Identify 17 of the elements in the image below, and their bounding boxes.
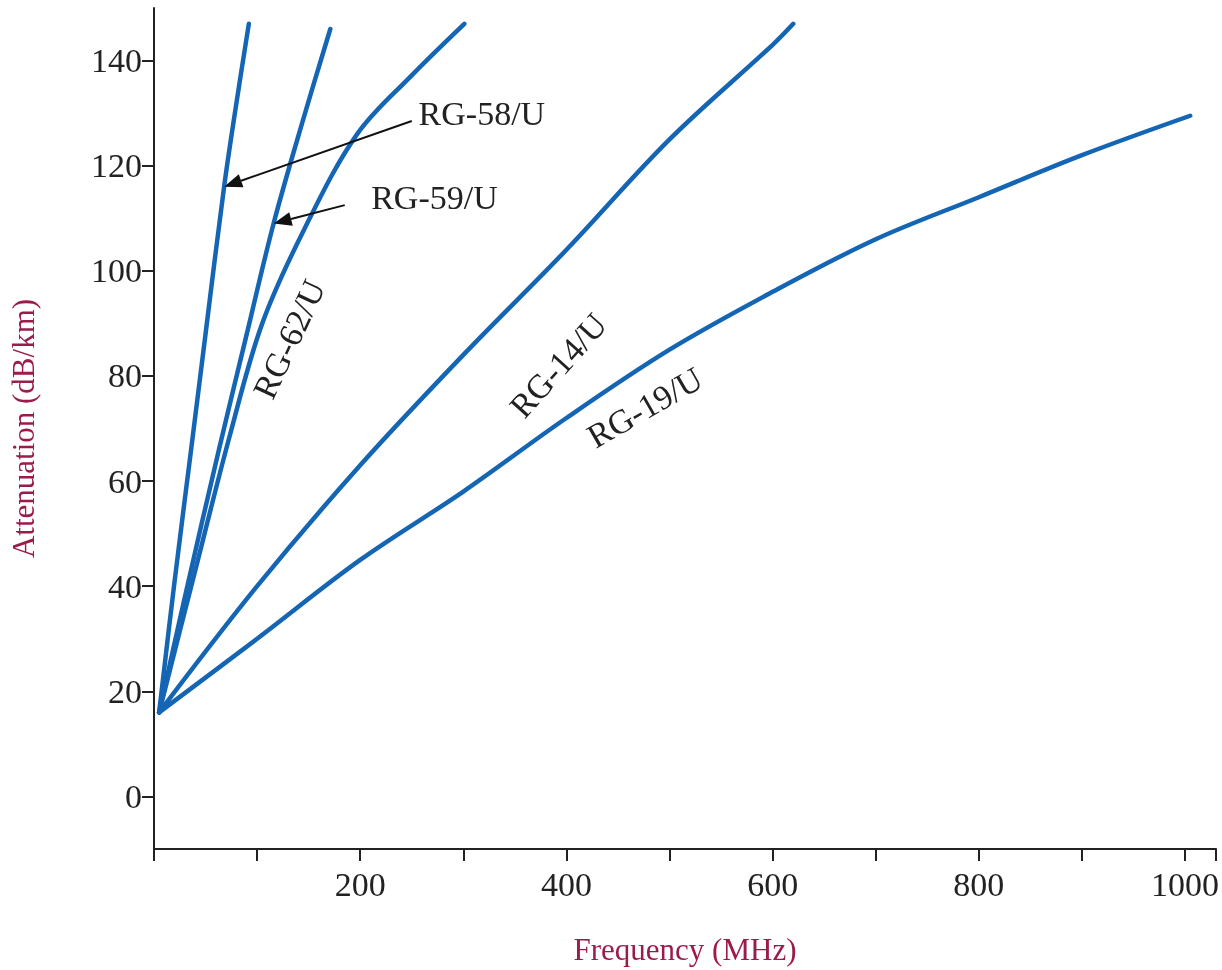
y-tick-label: 40 [108,567,142,605]
x-tick-label: 600 [747,865,799,903]
y-tick-label: 100 [91,252,142,290]
text: RG-59/U [371,178,498,216]
x-tick-label: 800 [953,865,1005,903]
y-tick-label: 140 [91,42,142,80]
y-tick-label: 60 [108,462,142,500]
x-tick-label: 400 [540,865,592,903]
x-axis-title: Frequency (MHz) [573,932,797,967]
y-tick-label: 0 [125,777,142,815]
y-axis-title: Attenuation (dB/km) [6,298,41,559]
text: RG-58/U [418,94,546,132]
x-tick-label: 200 [334,865,386,903]
y-tick-label: 20 [108,672,142,710]
y-tick-label: 80 [108,357,142,395]
x-tick-label: 1000 [1151,865,1220,903]
y-tick-label: 120 [91,147,142,185]
